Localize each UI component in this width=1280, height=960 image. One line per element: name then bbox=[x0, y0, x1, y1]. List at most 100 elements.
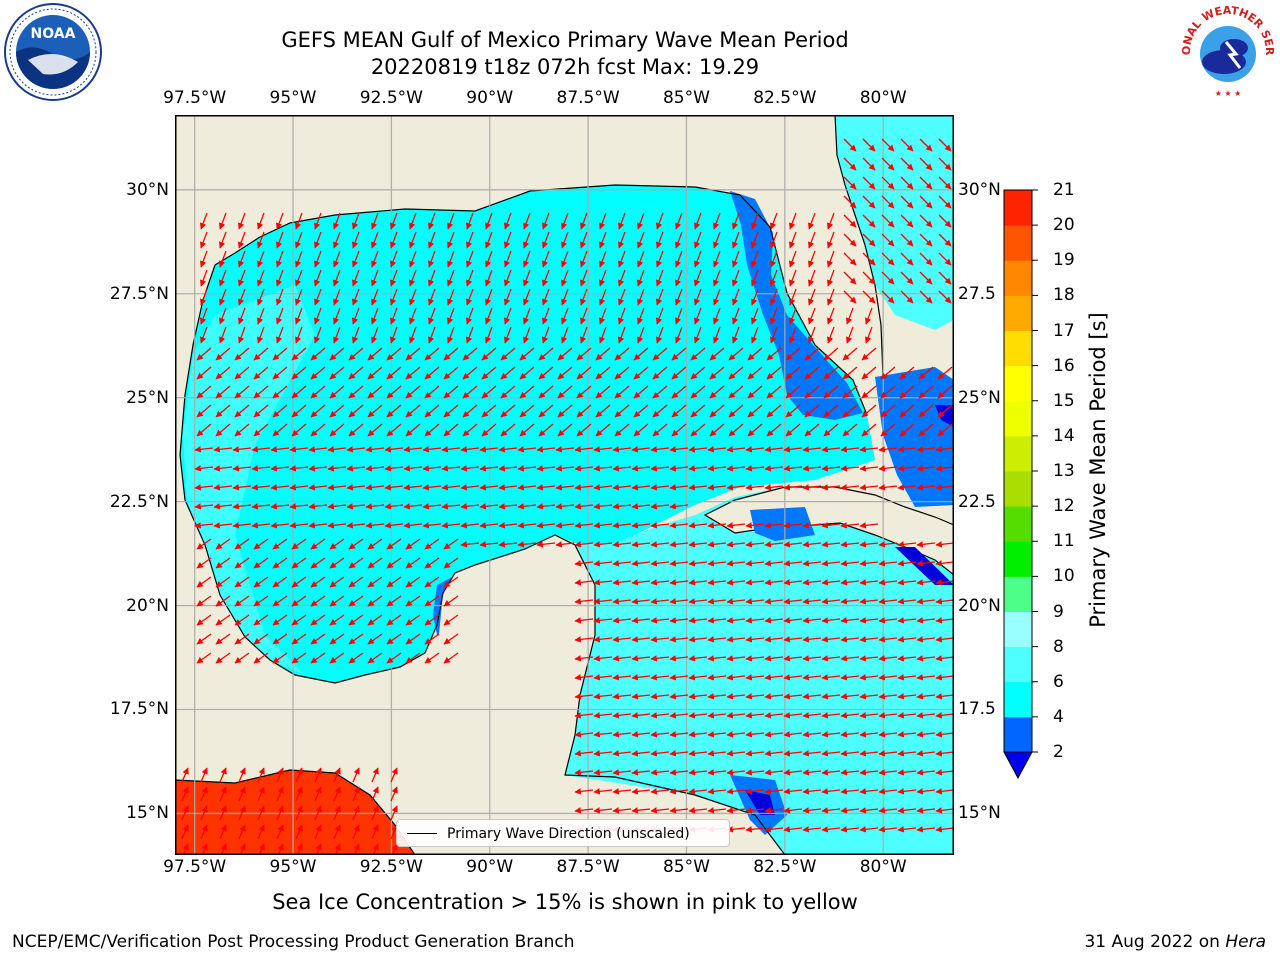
wave-arrow bbox=[390, 288, 398, 306]
lat-tick-label-right: 27.5 bbox=[958, 283, 996, 304]
wave-arrow bbox=[574, 807, 594, 814]
wave-arrow bbox=[938, 271, 952, 285]
wave-arrow bbox=[295, 786, 303, 802]
wave-arrow bbox=[631, 598, 651, 605]
wave-arrow bbox=[631, 731, 651, 738]
wave-arrow bbox=[783, 674, 803, 681]
wave-arrow bbox=[194, 484, 214, 491]
wave-arrow bbox=[333, 307, 341, 325]
wave-arrow bbox=[196, 576, 212, 588]
colorbar-tick-label: 15 bbox=[1053, 390, 1075, 411]
wave-arrow bbox=[637, 250, 645, 268]
lon-tick-label-bottom: 95°W bbox=[269, 857, 317, 877]
wave-arrow bbox=[919, 195, 933, 209]
wave-arrow bbox=[709, 366, 725, 380]
wave-arrow bbox=[424, 576, 440, 588]
wave-arrow bbox=[726, 579, 746, 586]
wave-arrow bbox=[656, 307, 664, 325]
wave-arrow bbox=[384, 484, 404, 491]
wave-arrow bbox=[519, 423, 535, 437]
wave-arrow bbox=[196, 595, 212, 607]
wave-arrow bbox=[709, 385, 725, 399]
coastline-mexico bbox=[179, 264, 596, 684]
wave-arrow bbox=[671, 404, 687, 418]
coastline-florida-east bbox=[834, 115, 884, 378]
wave-arrow bbox=[612, 788, 632, 795]
wave-arrow bbox=[291, 538, 307, 550]
wave-arrow bbox=[637, 288, 645, 306]
wave-arrow bbox=[213, 522, 233, 529]
wave-arrow bbox=[690, 366, 706, 380]
colorbar-segment bbox=[1004, 506, 1032, 542]
wave-arrow bbox=[783, 617, 803, 624]
gulf-water bbox=[180, 185, 875, 683]
wave-arrow bbox=[441, 503, 461, 510]
wave-arrow bbox=[821, 636, 841, 643]
wave-arrow bbox=[821, 541, 841, 548]
wave-arrow bbox=[897, 731, 917, 738]
colorbar-tick-label: 16 bbox=[1053, 355, 1075, 376]
wave-arrow bbox=[200, 250, 208, 268]
wave-arrow bbox=[789, 326, 797, 344]
wave-arrow bbox=[371, 786, 379, 802]
wave-arrow bbox=[935, 484, 954, 491]
wave-arrow bbox=[652, 385, 668, 399]
wave-arrow bbox=[428, 250, 436, 268]
wave-arrow bbox=[272, 652, 288, 664]
wave-arrow bbox=[726, 617, 746, 624]
wave-arrow bbox=[669, 522, 689, 529]
wave-arrow bbox=[424, 404, 440, 418]
wave-arrow bbox=[253, 633, 269, 645]
wave-arrow bbox=[878, 560, 898, 567]
colorbar-tick-label: 19 bbox=[1053, 250, 1075, 271]
wave-arrow bbox=[650, 598, 670, 605]
wave-arrow bbox=[276, 805, 284, 821]
wave-arrow bbox=[215, 404, 231, 418]
wave-arrow bbox=[938, 138, 952, 152]
wave-arrow bbox=[538, 423, 554, 437]
wave-arrow bbox=[745, 674, 765, 681]
wave-arrow bbox=[238, 805, 246, 821]
wave-arrow bbox=[669, 446, 689, 453]
wave-arrow bbox=[669, 598, 689, 605]
colorbar-tick-label: 10 bbox=[1053, 566, 1075, 587]
wave-arrow bbox=[919, 271, 933, 285]
wave-arrow bbox=[194, 465, 214, 472]
wave-arrow bbox=[804, 404, 820, 418]
wave-arrow bbox=[196, 652, 212, 664]
wave-arrow bbox=[938, 290, 952, 304]
wave-arrow bbox=[308, 465, 328, 472]
lon-tick-label-top: 82.5°W bbox=[753, 88, 817, 108]
wave-arrow bbox=[612, 446, 632, 453]
wave-arrow bbox=[314, 326, 322, 344]
wave-arrow bbox=[783, 807, 803, 814]
wave-arrow bbox=[916, 655, 936, 662]
wave-arrow bbox=[196, 385, 212, 399]
wave-arrow bbox=[234, 538, 250, 550]
wave-arrow bbox=[612, 636, 632, 643]
wave-arrow bbox=[409, 250, 417, 268]
wave-arrow bbox=[333, 212, 341, 230]
wave-arrow bbox=[707, 446, 727, 453]
wave-arrow bbox=[538, 366, 554, 380]
wave-arrow bbox=[348, 347, 364, 361]
wave-arrow bbox=[612, 712, 632, 719]
wave-arrow bbox=[443, 614, 459, 626]
wave-arrow bbox=[352, 250, 360, 268]
wave-arrow bbox=[713, 231, 721, 249]
wave-arrow bbox=[764, 731, 784, 738]
wave-arrow bbox=[196, 366, 212, 380]
wave-arrow bbox=[751, 288, 759, 306]
wave-arrow bbox=[580, 307, 588, 325]
wave-arrow bbox=[270, 522, 290, 529]
wave-arrow bbox=[900, 176, 914, 190]
colorbar-segment bbox=[1004, 400, 1032, 437]
wave-arrow bbox=[859, 750, 879, 757]
wave-arrow bbox=[745, 712, 765, 719]
wave-arrow bbox=[462, 347, 478, 361]
wave-arrow bbox=[764, 446, 784, 453]
wave-arrow bbox=[346, 503, 366, 510]
map-gridlines bbox=[175, 115, 954, 855]
footer-date: 31 Aug 2022 on Hera bbox=[1084, 932, 1266, 952]
wave-arrow bbox=[840, 636, 860, 643]
